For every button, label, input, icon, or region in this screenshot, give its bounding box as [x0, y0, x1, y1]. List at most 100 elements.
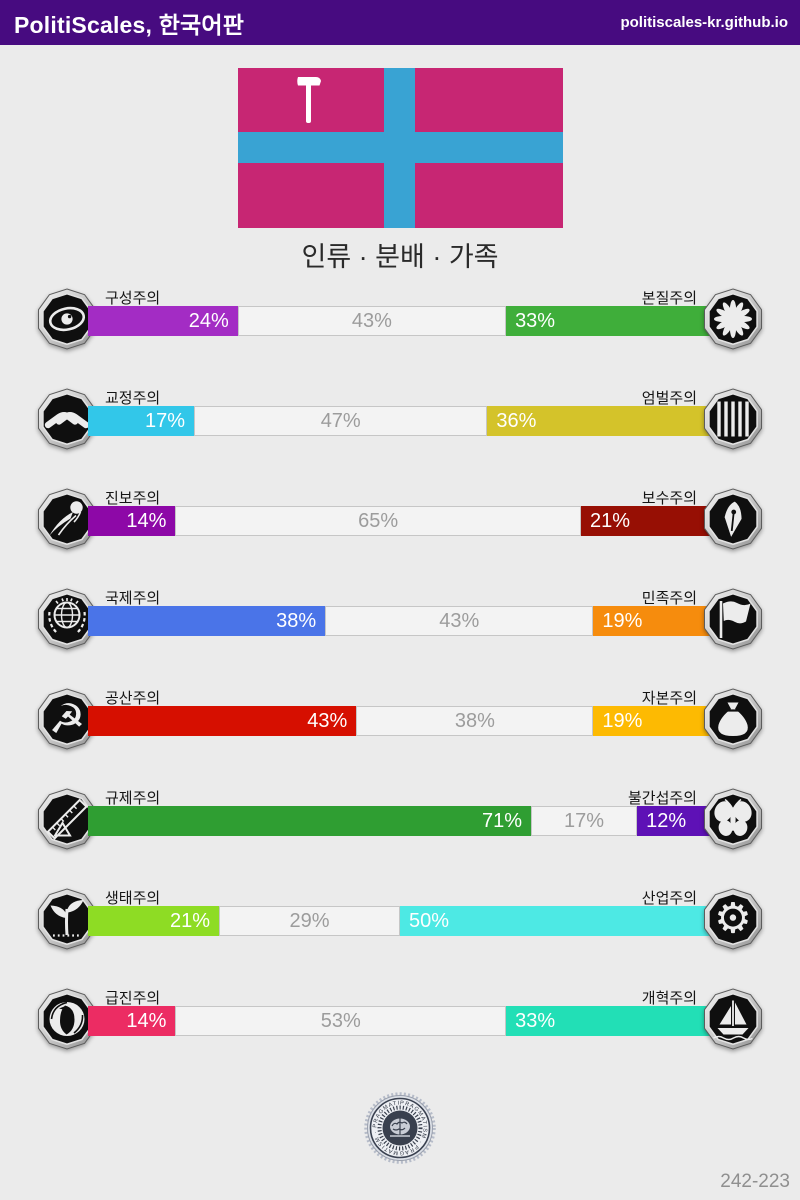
axis-right-value: 19%: [602, 610, 643, 632]
pragmatism-seal: PRAGMATISM · PRAGMATISM · PRAGMATISM ·: [363, 1091, 436, 1164]
axis-right-label: 자본주의: [641, 690, 697, 707]
axis-neutral-value: 65%: [358, 510, 399, 532]
axis-labels: 진보주의 보수주의: [88, 485, 712, 507]
axis-neutral-segment: 43%: [325, 606, 594, 636]
axis-bar: 71% 17% 12%: [88, 806, 712, 836]
axis-row: 국제주의 민족주의 38% 43% 19%: [0, 585, 800, 685]
axis-labels: 급진주의 개혁주의: [88, 985, 712, 1007]
axis-left-label: 급진주의: [105, 990, 161, 1007]
header-bar: PolitiScales, 한국어판 politiscales-kr.githu…: [0, 0, 800, 45]
axis-labels: 공산주의 자본주의: [88, 685, 712, 707]
eye-icon: [36, 288, 98, 350]
axis-right-value: 50%: [408, 910, 450, 932]
axis-neutral-segment: 43%: [237, 306, 507, 336]
axis-right-label: 엄벌주의: [641, 390, 697, 407]
axis-right-value: 36%: [496, 410, 537, 432]
axis-neutral-value: 43%: [351, 310, 392, 332]
axis-left-segment: 38%: [88, 606, 326, 636]
axis-neutral-segment: 38%: [356, 706, 594, 736]
axis-right-label: 불간섭주의: [627, 790, 697, 807]
axis-left-value: 38%: [276, 610, 317, 632]
app-title: PolitiScales, 한국어판: [14, 11, 245, 38]
axis-bar: 14% 53% 33%: [88, 1006, 712, 1036]
axis-right-value: 21%: [589, 510, 630, 532]
axis-right-label: 보수주의: [641, 490, 697, 507]
result-code: 242-223: [720, 1171, 790, 1192]
axis-right-segment: 36%: [487, 406, 712, 436]
axis-bar: 17% 47% 36%: [88, 406, 712, 436]
axis-right-value: 19%: [602, 710, 643, 732]
axis-left-segment: 17%: [88, 406, 195, 436]
hammer-icon: [296, 77, 321, 123]
axis-left-label: 국제주의: [105, 590, 161, 607]
waving-flag-icon: [702, 588, 764, 650]
pen-nib-icon: [702, 488, 764, 550]
axis-left-value: 21%: [170, 910, 211, 932]
axis-labels: 생태주의 산업주의: [88, 885, 712, 907]
axis-row: 규제주의 불간섭주의 71% 17% 12%: [0, 785, 800, 885]
axis-neutral-value: 29%: [289, 910, 330, 932]
axis-left-value: 14%: [126, 510, 167, 532]
axis-right-segment: 12%: [637, 806, 712, 836]
site-link[interactable]: politiscales-kr.github.io: [620, 14, 788, 31]
axes-list: 구성주의 본질주의 24% 43% 33% 교정주의 엄벌주의 17% 47% …: [0, 285, 800, 1085]
handshake-icon: [36, 388, 98, 450]
axis-left-segment: 71%: [88, 806, 532, 836]
globe-laurel-icon: [36, 588, 98, 650]
axis-left-value: 43%: [307, 710, 348, 732]
seal-wrap: PRAGMATISM · PRAGMATISM · PRAGMATISM ·: [0, 1091, 800, 1165]
svg-text:☭: ☭: [49, 695, 86, 743]
axis-right-value: 33%: [515, 310, 556, 332]
result-flag: [237, 68, 563, 228]
axis-bar: 24% 43% 33%: [88, 306, 712, 336]
axis-row: ☭ 공산주의 자본주의 43% 38% 19%: [0, 685, 800, 785]
axis-neutral-value: 17%: [564, 810, 605, 832]
comet-icon: [36, 488, 98, 550]
axis-right-label: 개혁주의: [641, 990, 697, 1007]
axis-bar: 21% 29% 50%: [88, 906, 712, 936]
axis-labels: 국제주의 민족주의: [88, 585, 712, 607]
axis-left-segment: 43%: [88, 706, 357, 736]
axis-left-label: 생태주의: [105, 890, 161, 907]
axis-right-label: 본질주의: [641, 290, 697, 307]
sailboat-icon: [702, 988, 764, 1050]
axis-left-segment: 24%: [88, 306, 238, 336]
axis-neutral-segment: 47%: [194, 406, 488, 436]
axis-right-label: 산업주의: [641, 890, 697, 907]
axis-bar: 14% 65% 21%: [88, 506, 712, 536]
gear-icon: ⚙: [702, 888, 764, 950]
axis-neutral-segment: 53%: [175, 1006, 507, 1036]
raven-swirl-icon: [36, 988, 98, 1050]
result-flag-wrap: [0, 68, 800, 228]
axis-labels: 교정주의 엄벌주의: [88, 385, 712, 407]
prison-bars-icon: [702, 388, 764, 450]
axis-labels: 구성주의 본질주의: [88, 285, 712, 307]
axis-right-segment: 21%: [580, 506, 712, 536]
axis-right-segment: 50%: [399, 906, 712, 936]
axis-left-value: 17%: [145, 410, 186, 432]
axis-row: 진보주의 보수주의 14% 65% 21%: [0, 485, 800, 585]
axis-right-value: 33%: [515, 1010, 556, 1032]
axis-neutral-value: 53%: [320, 1010, 361, 1032]
butterfly-icon: [702, 788, 764, 850]
flag-cross-vertical: [383, 68, 415, 228]
axis-neutral-value: 38%: [454, 710, 495, 732]
axis-left-label: 진보주의: [105, 490, 161, 507]
axis-left-label: 구성주의: [105, 290, 161, 307]
axis-bar: 43% 38% 19%: [88, 706, 712, 736]
axis-labels: 규제주의 불간섭주의: [88, 785, 712, 807]
money-bag-icon: [702, 688, 764, 750]
axis-left-label: 교정주의: [105, 390, 161, 407]
axis-row: 교정주의 엄벌주의 17% 47% 36%: [0, 385, 800, 485]
axis-right-segment: 33%: [506, 1006, 712, 1036]
axis-neutral-segment: 65%: [175, 506, 581, 536]
chrysanthemum-icon: [702, 288, 764, 350]
axis-bar: 38% 43% 19%: [88, 606, 712, 636]
axis-neutral-value: 47%: [320, 410, 361, 432]
tree-rays-icon: [36, 888, 98, 950]
axis-left-value: 71%: [482, 810, 523, 832]
axis-left-value: 24%: [188, 310, 229, 332]
hammer-and-sickle-icon: ☭: [36, 688, 98, 750]
svg-text:⚙: ⚙: [714, 894, 752, 943]
axis-neutral-segment: 17%: [531, 806, 638, 836]
